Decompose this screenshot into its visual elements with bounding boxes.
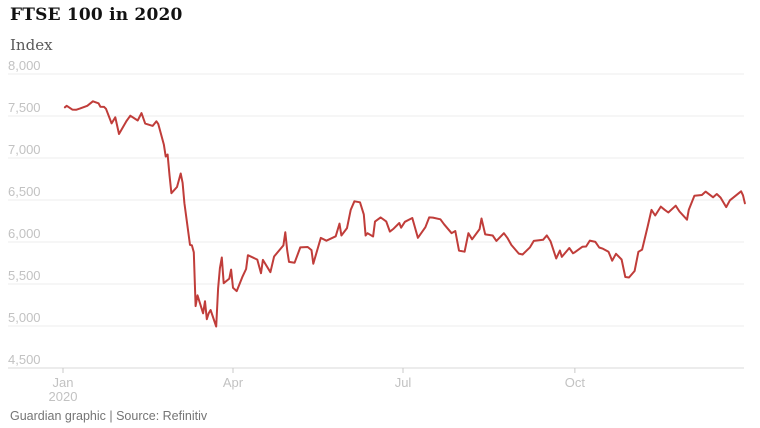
x-tick-label: Oct [565, 375, 586, 390]
source-caption: Guardian graphic | Source: Refinitiv [10, 409, 208, 423]
price-line [63, 100, 746, 328]
y-tick-label: 6,500 [8, 184, 41, 199]
x-tick-label: Jul [395, 375, 412, 390]
x-tick-sub-label: 2020 [49, 389, 78, 404]
x-tick-label: Apr [223, 375, 244, 390]
y-tick-label: 6,000 [8, 226, 41, 241]
y-axis-unit-label: Index [10, 36, 53, 54]
y-tick-label: 7,000 [8, 142, 41, 157]
x-tick-label: Jan [53, 375, 74, 390]
y-tick-label: 8,000 [8, 58, 41, 73]
y-tick-label: 4,500 [8, 352, 41, 367]
y-tick-label: 5,000 [8, 310, 41, 325]
y-tick-label: 7,500 [8, 100, 41, 115]
chart-title: FTSE 100 in 2020 [10, 5, 183, 25]
y-tick-label: 5,500 [8, 268, 41, 283]
